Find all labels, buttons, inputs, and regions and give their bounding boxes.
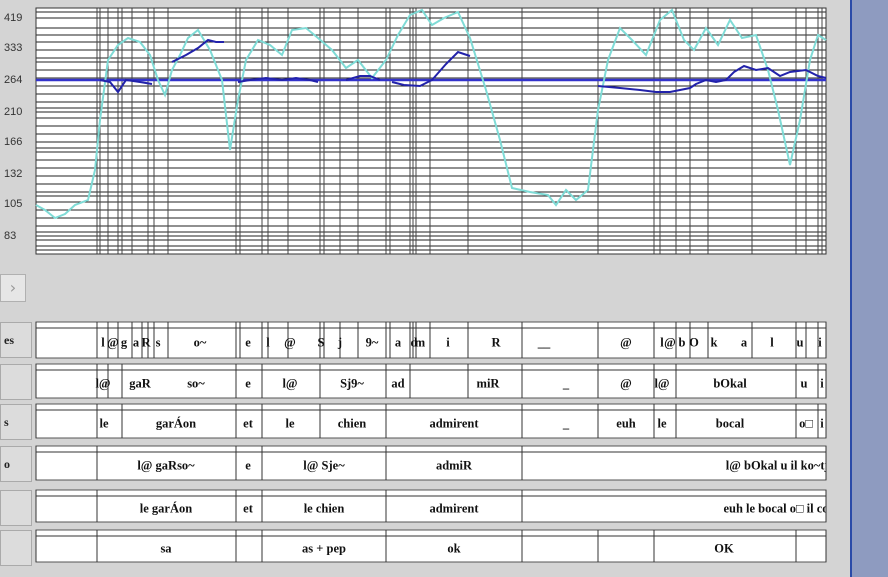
- tier-name-button[interactable]: [0, 490, 32, 526]
- pitch-contour: [391, 50, 471, 88]
- tier-segment-label[interactable]: l: [101, 335, 105, 350]
- pitch-contour: [237, 76, 319, 83]
- tier-segment-label[interactable]: bOkal: [713, 376, 747, 391]
- tier-segment-label[interactable]: g: [120, 335, 128, 350]
- tier-segment-label[interactable]: @: [620, 335, 632, 350]
- tier-segment-label[interactable]: Sj9~: [340, 376, 364, 391]
- tier-segment-label[interactable]: o□: [799, 416, 813, 431]
- tier-segment-label[interactable]: i: [446, 335, 450, 350]
- tier-segment-label[interactable]: l@ Sje~: [303, 458, 345, 473]
- tier-segment-label[interactable]: chien: [337, 416, 367, 431]
- pitch-contour: [345, 75, 381, 81]
- tier-segment-label[interactable]: O: [689, 335, 699, 350]
- tier-segment-label[interactable]: S: [317, 335, 325, 350]
- tier-segment-label[interactable]: garÁon: [155, 416, 197, 431]
- tier-segment-label[interactable]: gaR: [129, 376, 151, 391]
- tier-segment-label[interactable]: l: [660, 335, 664, 350]
- y-tick-label: 83: [4, 230, 17, 242]
- tier-segment-label[interactable]: i: [818, 335, 822, 350]
- tier-name-button[interactable]: [0, 530, 32, 566]
- tier-segment-label[interactable]: admirent: [429, 416, 479, 431]
- pitch-plot: [35, 7, 827, 255]
- tier-segment-label[interactable]: sa: [160, 541, 172, 556]
- y-tick-label: 166: [4, 136, 23, 148]
- tier-segment-label[interactable]: i: [820, 376, 824, 391]
- tier-segment-label[interactable]: @: [284, 335, 296, 350]
- tier-segment-label[interactable]: __: [537, 335, 551, 350]
- tier-name-button[interactable]: es: [0, 322, 32, 358]
- tier-name-button[interactable]: [0, 364, 32, 400]
- tier-segment-label[interactable]: @: [620, 376, 632, 391]
- tier-segment-label[interactable]: @: [664, 335, 676, 350]
- tier-name-button[interactable]: s: [0, 404, 32, 440]
- tier-segment-label[interactable]: et: [243, 501, 253, 516]
- tier-segment-label[interactable]: euh le bocal o□ il co: [723, 501, 826, 516]
- tier-segment-label[interactable]: so~: [187, 376, 205, 391]
- tier-segment-label[interactable]: a: [740, 335, 748, 350]
- tier-segment-label[interactable]: j: [337, 335, 343, 350]
- tier-segment-label[interactable]: d: [410, 335, 418, 350]
- tier-segment-label[interactable]: u: [800, 376, 808, 391]
- tier-segment-label[interactable]: admirent: [429, 501, 479, 516]
- tier-segment-label[interactable]: l@: [654, 376, 670, 391]
- y-tick-label: 105: [4, 198, 23, 210]
- tier-segment-label[interactable]: le: [99, 416, 109, 431]
- tier-segment-label[interactable]: i: [820, 416, 824, 431]
- tier-segment-label[interactable]: l@ gaRso~: [137, 458, 195, 473]
- right-side-panel: [850, 0, 888, 577]
- tier-segment-label[interactable]: as + pep: [302, 541, 346, 556]
- tier-segment-label[interactable]: l@: [95, 376, 111, 391]
- tier-segment-label[interactable]: k: [710, 335, 718, 350]
- tier-segment-label[interactable]: s: [155, 335, 161, 350]
- tier-segment-label[interactable]: OK: [714, 541, 734, 556]
- y-tick-label: 264: [4, 74, 23, 86]
- tier-segment-label[interactable]: euh: [616, 416, 636, 431]
- pitch-contour: [99, 78, 153, 94]
- tier-segment-label[interactable]: m: [414, 335, 426, 350]
- y-tick-label: 210: [4, 106, 23, 118]
- tier-segment-label[interactable]: miR: [476, 376, 500, 391]
- tier-segment-label[interactable]: le garÁon: [139, 501, 193, 516]
- tier-segment-label[interactable]: le chien: [303, 501, 345, 516]
- tier-segment-label[interactable]: o~: [193, 335, 207, 350]
- tier-segment-label[interactable]: le: [285, 416, 295, 431]
- y-tick-label: 419: [4, 12, 23, 24]
- tier-segment-label[interactable]: a: [132, 335, 140, 350]
- pitch-contour: [597, 64, 827, 93]
- tier-segment-label[interactable]: @: [107, 335, 119, 350]
- pitch-contour: [171, 38, 224, 63]
- tier-segment-label[interactable]: bocal: [715, 416, 745, 431]
- tier-segment-label[interactable]: _: [562, 376, 570, 391]
- tier-segment-label[interactable]: e: [245, 458, 251, 473]
- tier-segment-label[interactable]: b: [678, 335, 686, 350]
- tier-segment-label[interactable]: ad: [391, 376, 405, 391]
- tier-segment-label[interactable]: R: [491, 335, 501, 350]
- tier-segment-label[interactable]: e: [245, 376, 251, 391]
- tier-segment-label[interactable]: _: [562, 416, 570, 431]
- tier-segment-label[interactable]: l@: [282, 376, 298, 391]
- tier-segment-label[interactable]: l: [266, 335, 270, 350]
- tier-segment-label[interactable]: ok: [447, 541, 461, 556]
- tier-name-button[interactable]: o: [0, 446, 32, 482]
- tier-segment-label[interactable]: a: [394, 335, 402, 350]
- intensity-curve: [35, 8, 827, 220]
- tier-segment-label[interactable]: et: [243, 416, 253, 431]
- tier-segment-label[interactable]: l@ bOkal u il ko~tje: [725, 458, 826, 473]
- scroll-right-button[interactable]: ›: [0, 274, 26, 302]
- tier-segment-label[interactable]: e: [245, 335, 251, 350]
- y-tick-label: 132: [4, 168, 23, 180]
- tier-segment-label[interactable]: l: [770, 335, 774, 350]
- tier-segment-label[interactable]: admiR: [435, 458, 473, 473]
- tier-segment-label[interactable]: R: [141, 335, 151, 350]
- y-tick-label: 333: [4, 42, 23, 54]
- tier-segment-label[interactable]: 9~: [365, 335, 379, 350]
- tier-segment-label[interactable]: le: [657, 416, 667, 431]
- tier-segment-label[interactable]: u: [796, 335, 804, 350]
